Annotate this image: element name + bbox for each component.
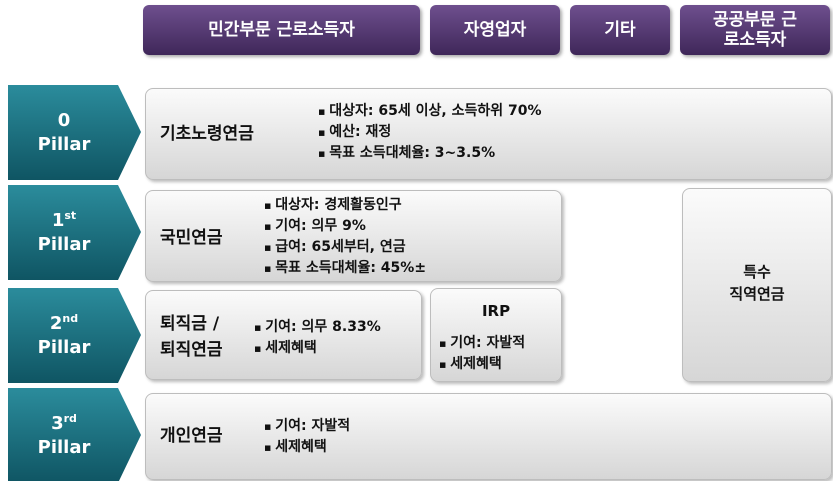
- pillar-num: 2: [49, 312, 63, 334]
- bullets: 대상자: 경제활동인구기여: 의무 9%급여: 65세부터, 연금목표 소득대체…: [264, 195, 426, 279]
- box: 개인연금 기여: 자발적세제혜택: [145, 393, 832, 480]
- pillar-number: 0: [58, 109, 71, 133]
- pillar-suffix: nd: [62, 311, 79, 325]
- arrow-shape: [8, 185, 141, 280]
- bullet: 세제혜택: [264, 437, 350, 458]
- pillar-word: Pillar: [37, 436, 91, 458]
- pillar-suffix: st: [64, 208, 77, 222]
- bullet: 예산: 재정: [318, 122, 542, 143]
- box-title: 국민연금: [160, 228, 223, 248]
- pillar-label: 3rd Pillar: [8, 388, 120, 481]
- box-title: 기초노령연금: [160, 124, 254, 144]
- box-title: 특수 직역연금: [683, 261, 831, 305]
- bullet: 목표 소득대체율: 45%±: [264, 258, 426, 279]
- box: 퇴직금 / 퇴직연금 기여: 의무 8.33%세제혜택: [145, 290, 422, 380]
- pillar-suffix: rd: [63, 411, 77, 425]
- bullet: 급여: 65세부터, 연금: [264, 237, 426, 258]
- title-line: 퇴직연금: [160, 340, 223, 360]
- pillar-arrow: 0 Pillar: [8, 85, 143, 180]
- title-line: 퇴직금 /: [160, 314, 220, 334]
- box: 특수 직역연금: [682, 188, 832, 382]
- box: 국민연금 대상자: 경제활동인구기여: 의무 9%급여: 65세부터, 연금목표…: [145, 190, 562, 282]
- bullet: 목표 소득대체율: 3~3.5%: [318, 143, 542, 164]
- pillar-label: 1st Pillar: [8, 185, 120, 280]
- pillar-word: Pillar: [37, 233, 91, 255]
- box: IRP 기여: 자발적세제혜택: [430, 288, 562, 382]
- box: 기초노령연금 대상자: 65세 이상, 소득하위 70%예산: 재정목표 소득대…: [145, 88, 832, 180]
- box-title: 퇴직금 / 퇴직연금: [160, 311, 223, 363]
- arrow-shape: [8, 388, 141, 481]
- pillar-label: 2nd Pillar: [8, 288, 120, 383]
- pillar-arrow: 1st Pillar: [8, 185, 143, 280]
- pillar-num: 1: [51, 209, 65, 231]
- arrow-shape: [8, 85, 141, 180]
- pillar-number: 1st: [52, 209, 76, 233]
- bullet: 대상자: 65세 이상, 소득하위 70%: [318, 101, 541, 122]
- header-column: 민간부문 근로소득자: [143, 5, 420, 55]
- pillar-num: 3: [51, 412, 64, 434]
- pillar-arrow: 3rd Pillar: [8, 388, 143, 481]
- header-column: 공공부문 근로소득자: [680, 5, 830, 55]
- title-line: 특수: [743, 263, 771, 281]
- header-column: 기타: [570, 5, 670, 55]
- pillar-arrow: 2nd Pillar: [8, 288, 143, 383]
- pillar-label: 0 Pillar: [8, 85, 120, 180]
- bullets: 기여: 자발적세제혜택: [264, 416, 350, 458]
- bullets: 기여: 의무 8.33%세제혜택: [254, 317, 381, 359]
- header-column: 자영업자: [430, 5, 560, 55]
- bullet: 기여: 자발적: [439, 333, 525, 354]
- bullets: 대상자: 65세 이상, 소득하위 70%예산: 재정목표 소득대체율: 3~3…: [318, 101, 542, 164]
- bullet: 세제혜택: [439, 354, 525, 375]
- arrow-shape: [8, 288, 141, 383]
- bullet: 기여: 자발적: [264, 416, 350, 437]
- bullet: 기여: 의무 9%: [264, 216, 426, 237]
- bullets: 기여: 자발적세제혜택: [439, 333, 525, 375]
- pillar-number: 3rd: [51, 412, 77, 436]
- title-line: 직역연금: [729, 285, 785, 303]
- pillar-number: 2nd: [50, 312, 78, 336]
- bullet: 대상자: 경제활동인구: [264, 195, 426, 216]
- pillar-word: Pillar: [37, 336, 91, 358]
- bullet: 기여: 의무 8.33%: [254, 317, 380, 338]
- bullet: 세제혜택: [254, 338, 381, 359]
- pillar-num: 0: [57, 109, 71, 131]
- box-title: IRP: [481, 302, 511, 320]
- box-title: 개인연금: [160, 426, 223, 446]
- pillar-word: Pillar: [37, 133, 91, 155]
